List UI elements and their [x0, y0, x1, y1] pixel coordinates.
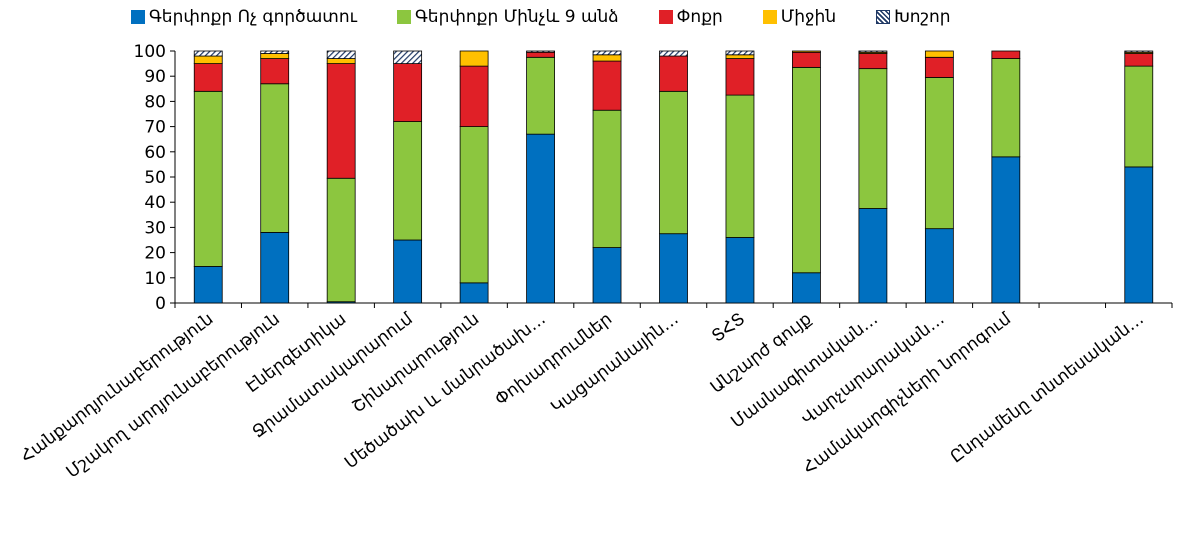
bar-segment — [659, 90, 688, 235]
bar-segment — [592, 247, 622, 304]
bar-segment — [991, 58, 1021, 158]
bar-segment — [393, 50, 423, 65]
bar-segment — [459, 65, 489, 128]
bar-segment — [326, 177, 356, 303]
y-tick-label: 30 — [144, 218, 166, 238]
bar-segment — [326, 50, 356, 59]
legend-swatch-large — [876, 10, 891, 24]
bar-segment — [924, 228, 954, 304]
bar-segment — [792, 50, 821, 53]
legend-item-small: Փոքր — [658, 7, 723, 27]
bar-segment — [393, 121, 423, 241]
bar-segment — [459, 50, 489, 67]
legend-swatch-small — [658, 10, 673, 24]
bar-segment — [260, 83, 290, 233]
bar-segment — [592, 54, 622, 62]
legend-swatch-medium — [762, 10, 777, 24]
legend-item-micro: Գերփոքր Մինչև 9 անձ — [396, 7, 619, 27]
bar-segment — [592, 50, 622, 56]
x-tick-label: ՏՀՏ — [708, 309, 749, 347]
bar-segment — [725, 54, 755, 59]
bar-segment — [725, 94, 755, 238]
y-tick-label: 20 — [144, 244, 166, 264]
bar-segment — [526, 50, 555, 53]
bar-segment — [991, 50, 1021, 59]
y-tick-label: 100 — [134, 42, 166, 62]
y-tick-label: 0 — [155, 294, 166, 314]
bar-segment — [1124, 50, 1154, 53]
bar-segment — [326, 63, 356, 179]
bar-segment — [592, 60, 622, 111]
bar-segment — [725, 50, 755, 56]
y-tick-label: 80 — [144, 92, 166, 112]
legend-item-nonemployer: Գերփոքր Ոչ գործատու — [131, 7, 357, 27]
y-tick-label: 70 — [144, 118, 166, 138]
bar-segment — [924, 56, 954, 78]
bar-segment — [725, 58, 755, 96]
y-tick-label: 50 — [144, 168, 166, 188]
bar-segment — [526, 133, 555, 304]
bar-segment — [526, 56, 555, 135]
bar-segment — [725, 237, 755, 304]
legend-label: Խոշոր — [894, 7, 951, 27]
bar-segment — [659, 233, 688, 304]
y-tick-label: 90 — [144, 67, 166, 87]
bar-segment — [659, 50, 688, 57]
bar-segment — [924, 50, 954, 58]
bar-segment — [193, 50, 223, 57]
bar-segment — [792, 51, 821, 68]
legend-label: Գերփոքր Մինչև 9 անձ — [414, 7, 619, 27]
bar-segment — [193, 266, 223, 304]
bar-segment — [260, 232, 290, 304]
bar-segment — [393, 239, 423, 304]
legend-label: Փոքր — [676, 7, 723, 27]
bar-segment — [1124, 166, 1154, 304]
bar-segment — [858, 50, 888, 53]
bar-segment — [326, 58, 356, 65]
y-tick-label: 10 — [144, 269, 166, 289]
bar-segment — [459, 282, 489, 304]
legend-swatch-nonemployer — [131, 10, 145, 24]
legend-label: Միջին — [780, 7, 837, 27]
bar-segment — [1124, 65, 1154, 168]
legend-item-large: Խոշոր — [876, 7, 951, 27]
bar-segment — [193, 90, 223, 267]
bar-segment — [858, 53, 888, 70]
bar-segment — [260, 53, 290, 59]
bar-segment — [858, 68, 888, 209]
bar-segment — [659, 55, 688, 92]
chart-legend: Գերփոքր Ոչ գործատու Գերփոքր Մինչև 9 անձ … — [131, 4, 951, 30]
bar-segment — [924, 77, 954, 230]
bar-segment — [393, 63, 423, 122]
bar-segment — [260, 50, 290, 54]
legend-item-medium: Միջին — [762, 7, 837, 27]
bar-segment — [592, 109, 622, 248]
x-tick-label: Փոխադրումներ — [491, 309, 616, 410]
bar-segment — [260, 58, 290, 85]
bar-segment — [792, 66, 821, 274]
bar-segment — [792, 272, 821, 304]
legend-label: Գերփոքր Ոչ գործատու — [149, 7, 357, 27]
y-tick-label: 40 — [144, 193, 166, 213]
bar-segment — [526, 51, 555, 58]
bar-segment — [858, 208, 888, 304]
bar-segment — [1124, 53, 1154, 67]
legend-swatch-micro — [396, 10, 411, 24]
bar-segment — [991, 156, 1021, 304]
bar-segment — [193, 55, 223, 65]
y-tick-label: 60 — [144, 143, 166, 163]
bar-segment — [193, 63, 223, 92]
bar-segment — [459, 126, 489, 284]
